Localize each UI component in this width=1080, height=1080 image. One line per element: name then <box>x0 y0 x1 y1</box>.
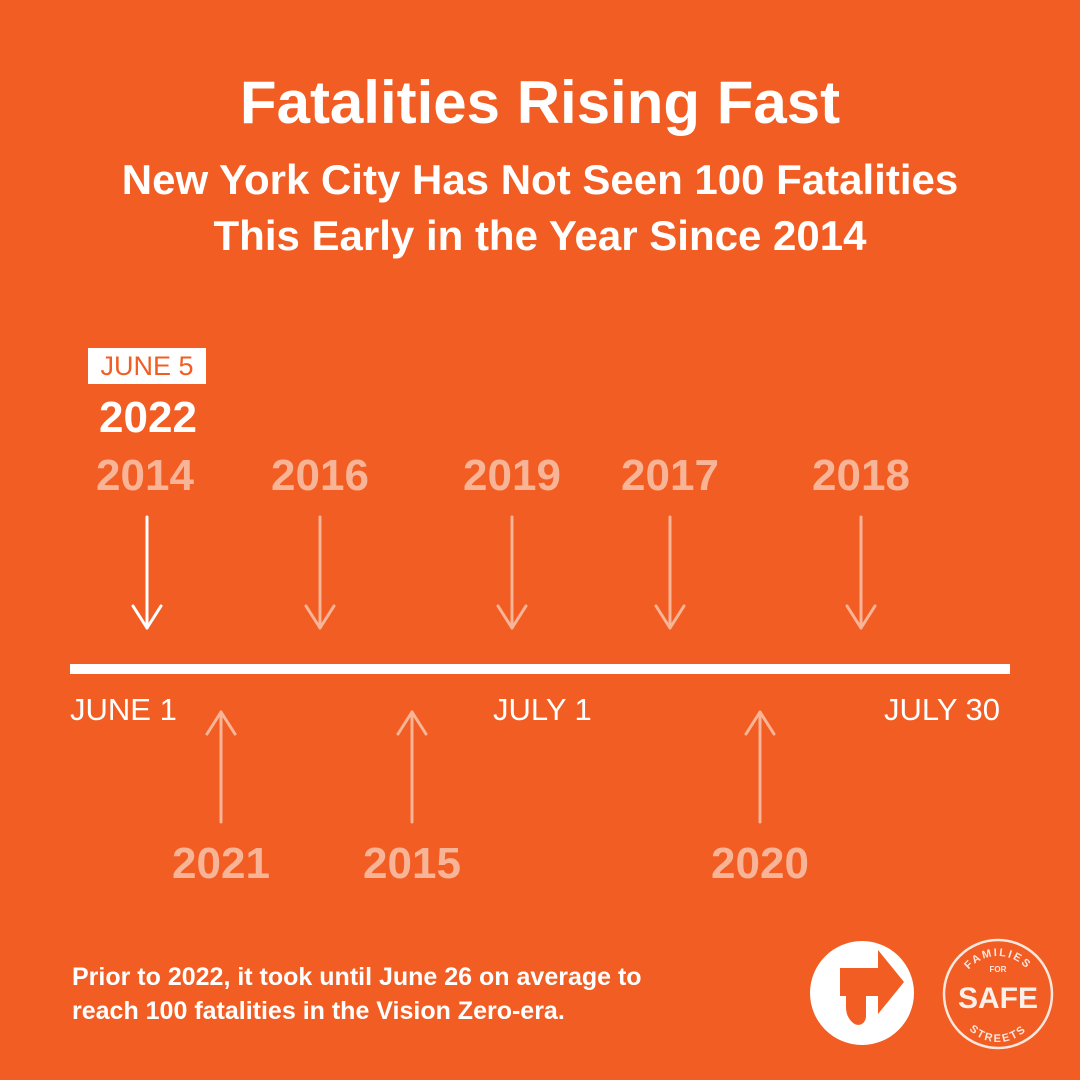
page-title: Fatalities Rising Fast <box>239 69 841 136</box>
axis-label-middle: JULY 1 <box>493 692 592 727</box>
page-subtitle: New York City Has Not Seen 100 Fatalitie… <box>0 152 1080 264</box>
year-label-2015: 2015 <box>363 839 461 888</box>
arrow-up-2021-icon <box>205 710 237 824</box>
footnote-line-1: Prior to 2022, it took until June 26 on … <box>72 963 642 991</box>
axis-label-start: JUNE 1 <box>70 692 177 727</box>
arrow-down-2018-icon <box>845 515 877 630</box>
ffss-safe-text: SAFE <box>958 982 1038 1015</box>
year-label-2016: 2016 <box>271 451 369 500</box>
year-label-2021: 2021 <box>172 839 270 888</box>
arrow-down-2017-icon <box>654 515 686 630</box>
current-date-tag: JUNE 5 <box>88 348 206 384</box>
families-for-safe-streets-logo-icon: FAMILIES FOR SAFE STREETS <box>942 938 1054 1050</box>
footnote-line-2: reach 100 fatalities in the Vision Zero-… <box>72 997 565 1025</box>
year-label-2014: 2014 <box>96 451 194 500</box>
turn-arrow-logo-icon <box>810 941 914 1045</box>
arrow-down-2019-icon <box>496 515 528 630</box>
svg-text:STREETS: STREETS <box>967 1023 1029 1045</box>
timeline-axis-line <box>70 664 1010 674</box>
subtitle-line-2: This Early in the Year Since 2014 <box>213 212 867 259</box>
arrow-down-2014-icon <box>131 515 163 630</box>
arrow-up-2020-icon <box>744 710 776 824</box>
year-label-2017: 2017 <box>621 451 719 500</box>
arrow-down-2016-icon <box>304 515 336 630</box>
current-year-label: 2022 <box>99 393 197 442</box>
ffss-for-text: FOR <box>990 965 1007 974</box>
arrow-up-2015-icon <box>396 710 428 824</box>
year-label-2018: 2018 <box>812 451 910 500</box>
year-label-2020: 2020 <box>711 839 809 888</box>
year-label-2019: 2019 <box>463 451 561 500</box>
axis-label-end: JULY 30 <box>884 692 1001 727</box>
footnote: Prior to 2022, it took until June 26 on … <box>72 960 792 1028</box>
ffss-bottom-text: STREETS <box>967 1023 1027 1045</box>
subtitle-line-1: New York City Has Not Seen 100 Fatalitie… <box>121 156 959 203</box>
